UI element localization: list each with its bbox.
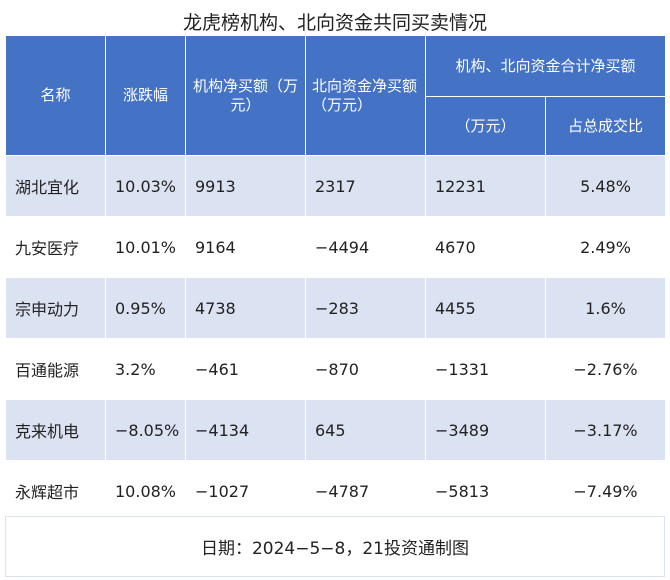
cell-north: −870	[305, 338, 426, 400]
cell-change: 3.2%	[105, 338, 186, 400]
cell-change: 10.01%	[105, 216, 186, 278]
cell-ratio: 2.49%	[544, 216, 667, 278]
cell-ratio: −2.76%	[544, 338, 667, 400]
cell-total: 12231	[425, 155, 546, 217]
cell-north: −4494	[305, 216, 426, 278]
cell-inst: 9164	[185, 216, 306, 278]
cell-ratio: 5.48%	[544, 155, 667, 217]
cell-total: −5813	[425, 460, 546, 522]
cell-ratio: 1.6%	[544, 277, 667, 339]
cell-north: 645	[305, 399, 426, 461]
cell-north: −283	[305, 277, 426, 339]
cell-name: 永辉超市	[5, 460, 106, 522]
dragon-tiger-table: 名称 涨跌幅 机构净买额（万元） 北向资金净买额（万元） 机构、北向资金合计净买…	[5, 35, 667, 522]
header-change: 涨跌幅	[105, 35, 186, 156]
cell-name: 克来机电	[5, 399, 106, 461]
table-row: 湖北宜化 10.03% 9913 2317 12231 5.48%	[5, 155, 667, 217]
header-combined-group: 机构、北向资金合计净买额	[424, 35, 667, 97]
cell-name: 九安医疗	[5, 216, 106, 278]
cell-inst: 4738	[185, 277, 306, 339]
header-name: 名称	[5, 35, 106, 156]
table-row: 克来机电 −8.05% −4134 645 −3489 −3.17%	[5, 399, 667, 461]
cell-total: 4455	[425, 277, 546, 339]
cell-inst: 9913	[185, 155, 306, 217]
table-row: 九安医疗 10.01% 9164 −4494 4670 2.49%	[5, 216, 667, 278]
cell-north: 2317	[305, 155, 426, 217]
source-footer: 日期：2024−5−8，21投资通制图	[5, 516, 665, 577]
cell-change: 10.08%	[105, 460, 186, 522]
table-row: 百通能源 3.2% −461 −870 −1331 −2.76%	[5, 338, 667, 400]
cell-change: −8.05%	[105, 399, 186, 461]
cell-north: −4787	[305, 460, 426, 522]
cell-total: −3489	[425, 399, 546, 461]
header-share-of-turnover: 占总成交比	[544, 96, 667, 156]
header-inst-net-buy: 机构净买额（万元）	[185, 35, 306, 156]
header-combined-amount: （万元）	[425, 96, 546, 156]
table-title: 龙虎榜机构、北向资金共同买卖情况	[182, 12, 487, 34]
cell-name: 宗申动力	[5, 277, 106, 339]
cell-total: 4670	[425, 216, 546, 278]
cell-name: 百通能源	[5, 338, 106, 400]
table-row: 宗申动力 0.95% 4738 −283 4455 1.6%	[5, 277, 667, 339]
cell-change: 0.95%	[105, 277, 186, 339]
header-north-net-buy: 北向资金净买额（万元）	[305, 35, 426, 156]
table-row: 永辉超市 10.08% −1027 −4787 −5813 −7.49%	[5, 460, 667, 522]
cell-ratio: −7.49%	[544, 460, 667, 522]
cell-total: −1331	[425, 338, 546, 400]
cell-inst: −1027	[185, 460, 306, 522]
cell-inst: −461	[185, 338, 306, 400]
cell-name: 湖北宜化	[5, 155, 106, 217]
cell-change: 10.03%	[105, 155, 186, 217]
cell-inst: −4134	[185, 399, 306, 461]
cell-ratio: −3.17%	[544, 399, 667, 461]
